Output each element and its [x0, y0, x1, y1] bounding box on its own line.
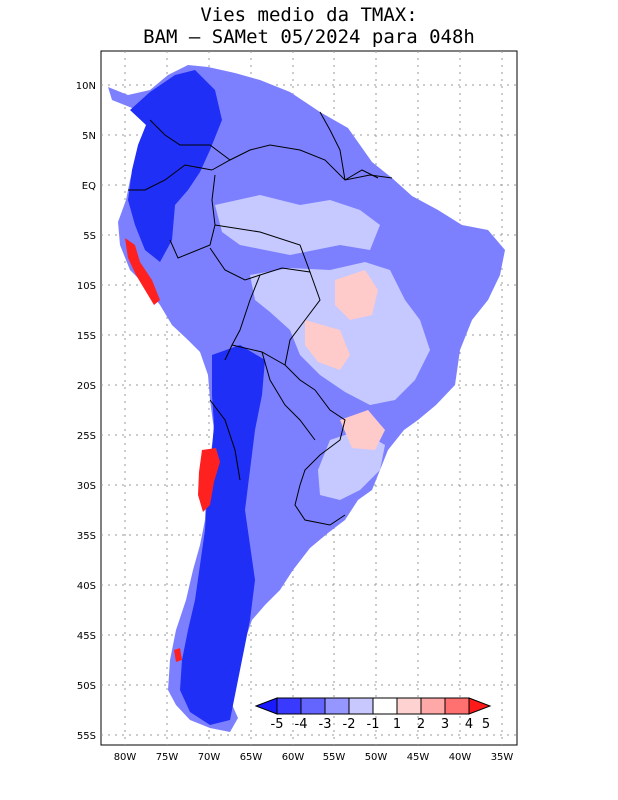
colorbar-label: 5 — [482, 717, 490, 732]
lat-label: 20S — [77, 381, 96, 392]
lat-label: 45S — [77, 631, 96, 642]
lat-label: 10N — [76, 81, 96, 92]
colorbar-cell — [468, 697, 492, 715]
colorbar-cell — [276, 697, 302, 715]
colorbar-label: -2 — [343, 717, 356, 732]
lat-axis: 10N 5N EQ 5S 10S 15S 20S 25S 30S 35S 40S… — [76, 81, 96, 742]
red-bias-patagonia — [174, 648, 182, 662]
lat-label: 55S — [77, 731, 96, 742]
country-borders — [128, 111, 393, 526]
lon-label: 80W — [114, 752, 137, 763]
lat-label: 5N — [82, 131, 96, 142]
colorbar-label: 2 — [417, 717, 425, 732]
lon-label: 75W — [156, 752, 179, 763]
lon-label: 65W — [240, 752, 263, 763]
lat-label: 5S — [83, 231, 96, 242]
map-title-line1: Vies medio da TMAX: — [200, 4, 418, 26]
pink-region-south — [340, 410, 385, 450]
lat-label: 15S — [77, 331, 96, 342]
colorbar-cell — [348, 697, 374, 715]
deep-blue-andes-north — [128, 70, 222, 262]
lon-label: 35W — [491, 752, 514, 763]
lon-axis: 80W 75W 70W 65W 60W 55W 50W 45W 40W 35W — [114, 752, 514, 763]
lat-label: 10S — [77, 281, 96, 292]
colorbar-cell — [444, 697, 470, 715]
lon-label: 60W — [282, 752, 305, 763]
colorbar-cell — [372, 697, 398, 715]
colorbar: -5 -4 -3 -2 -1 1 2 3 4 5 — [254, 697, 492, 732]
lat-label: 25S — [77, 431, 96, 442]
colorbar-label: 4 — [465, 717, 473, 732]
colorbar-label: -1 — [367, 717, 380, 732]
lat-label: 40S — [77, 581, 96, 592]
colorbar-label: -5 — [271, 717, 284, 732]
colorbar-label: -4 — [295, 717, 308, 732]
lon-label: 45W — [407, 752, 430, 763]
colorbar-cell — [300, 697, 326, 715]
map-title-line2: BAM – SAMet 05/2024 para 048h — [143, 26, 475, 48]
pink-region-north — [335, 270, 378, 320]
deep-blue-andes-south — [180, 345, 265, 725]
lon-label: 70W — [198, 752, 221, 763]
red-bias-chile — [198, 448, 220, 512]
light-blue-amazon — [215, 195, 380, 255]
colorbar-label: -3 — [319, 717, 332, 732]
colorbar-cell — [324, 697, 350, 715]
south-america-field — [108, 65, 505, 732]
lat-label: 30S — [77, 481, 96, 492]
lat-label: 35S — [77, 531, 96, 542]
colorbar-cell — [420, 697, 446, 715]
colorbar-label: 3 — [441, 717, 449, 732]
pink-region-central — [305, 320, 350, 370]
lon-label: 50W — [365, 752, 388, 763]
red-bias-peru — [125, 238, 160, 305]
lon-label: 55W — [323, 752, 346, 763]
lat-label: 50S — [77, 681, 96, 692]
lon-label: 40W — [449, 752, 472, 763]
colorbar-cell — [396, 697, 422, 715]
lat-label: EQ — [82, 181, 96, 192]
colorbar-label: 1 — [393, 717, 401, 732]
